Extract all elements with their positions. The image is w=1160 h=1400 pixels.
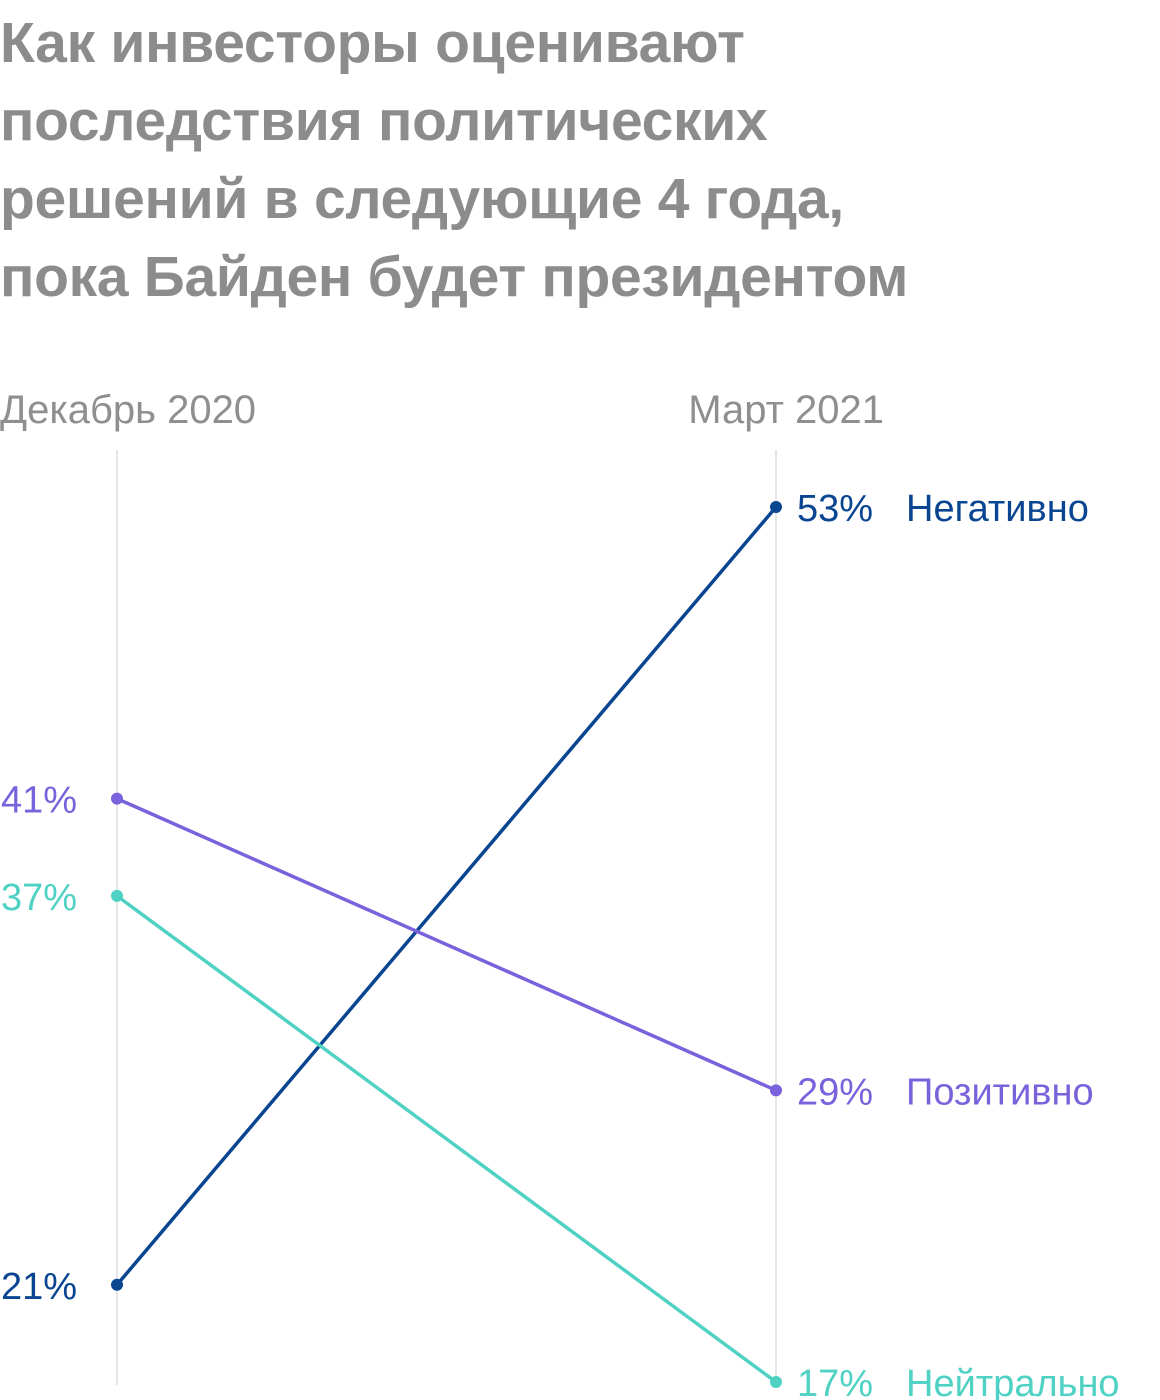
series-name-label: Нейтрально bbox=[906, 1363, 1120, 1400]
data-point bbox=[770, 1376, 782, 1388]
value-label-right: 53% bbox=[797, 488, 873, 530]
chart-title-line: Как инвесторы оценивают bbox=[0, 11, 745, 75]
value-label-left: 37% bbox=[1, 877, 77, 919]
data-point bbox=[111, 792, 123, 805]
value-label-right: 29% bbox=[797, 1071, 873, 1113]
series-line bbox=[115, 796, 778, 1093]
data-point bbox=[111, 889, 123, 902]
data-point bbox=[111, 1278, 123, 1291]
value-label-right: 17% bbox=[797, 1363, 873, 1400]
series-points bbox=[111, 501, 782, 1388]
series-line bbox=[115, 505, 778, 1287]
column-label-left: Декабрь 2020 bbox=[0, 388, 256, 432]
column-labels: Декабрь 2020 Март 2021 bbox=[0, 388, 884, 432]
series-line bbox=[115, 894, 778, 1384]
value-label-left: 21% bbox=[1, 1266, 77, 1308]
value-label-left: 41% bbox=[1, 780, 77, 822]
chart-title-line: решений в следующие 4 года, bbox=[0, 167, 844, 231]
series-lines bbox=[115, 505, 778, 1384]
series-name-label: Позитивно bbox=[906, 1071, 1094, 1113]
column-label-right: Март 2021 bbox=[688, 388, 884, 432]
gridlines bbox=[116, 450, 777, 1385]
chart-title: Как инвесторы оценивают последствия поли… bbox=[0, 4, 1150, 316]
data-point bbox=[770, 501, 782, 513]
series-name-label: Негативно bbox=[906, 488, 1089, 530]
chart-title-line: последствия политических bbox=[0, 89, 768, 153]
chart-title-line: пока Байден будет президентом bbox=[0, 245, 909, 309]
value-labels: 21% 53% Негативно 41% 29% Позитивно 37% 17% Нейт… bbox=[1, 488, 1120, 1400]
data-point bbox=[770, 1084, 782, 1097]
